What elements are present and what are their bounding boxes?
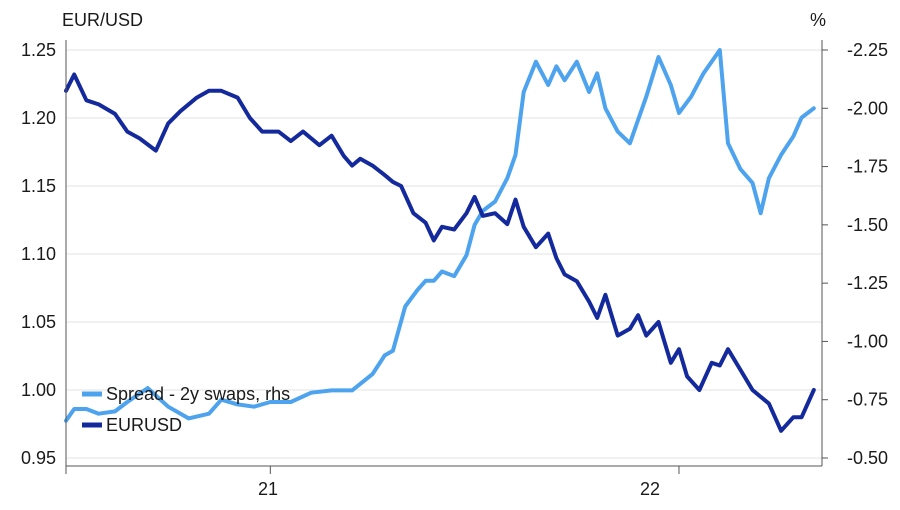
right-tick-label: -1.75 xyxy=(847,157,888,177)
legend-label: Spread - 2y swaps, rhs xyxy=(106,384,290,404)
legend-label: EURUSD xyxy=(106,415,182,435)
left-tick-label: 1.10 xyxy=(21,244,56,264)
right-tick-label: -1.50 xyxy=(847,215,888,235)
gridlines xyxy=(66,49,822,459)
x-tick-label: 22 xyxy=(640,479,660,499)
left-tick-label: 1.15 xyxy=(21,176,56,196)
right-tick-label: -0.75 xyxy=(847,390,888,410)
left-tick-label: 1.05 xyxy=(21,312,56,332)
left-tick-label: 1.00 xyxy=(21,380,56,400)
legend: Spread - 2y swaps, rhs EURUSD xyxy=(82,384,290,435)
right-tick-label: -2.25 xyxy=(847,40,888,60)
spread-series-line xyxy=(64,48,816,423)
right-tick-label: -2.00 xyxy=(847,98,888,118)
series-layer xyxy=(64,48,816,433)
right-tick-label: -1.25 xyxy=(847,273,888,293)
eurusd-series-line xyxy=(64,72,816,433)
right-tick-label: -0.50 xyxy=(847,448,888,468)
left-tick-label: 0.95 xyxy=(21,448,56,468)
axes: EUR/USD % 1.25 1.20 1.15 1.10 1.05 1.00 0.95 -0… xyxy=(21,10,888,499)
left-tick-label: 1.20 xyxy=(21,108,56,128)
left-axis-title: EUR/USD xyxy=(62,10,143,30)
right-axis-title: % xyxy=(810,10,826,30)
left-tick-label: 1.25 xyxy=(21,40,56,60)
x-tick-label: 21 xyxy=(258,479,278,499)
right-tick-label: -1.00 xyxy=(847,331,888,351)
